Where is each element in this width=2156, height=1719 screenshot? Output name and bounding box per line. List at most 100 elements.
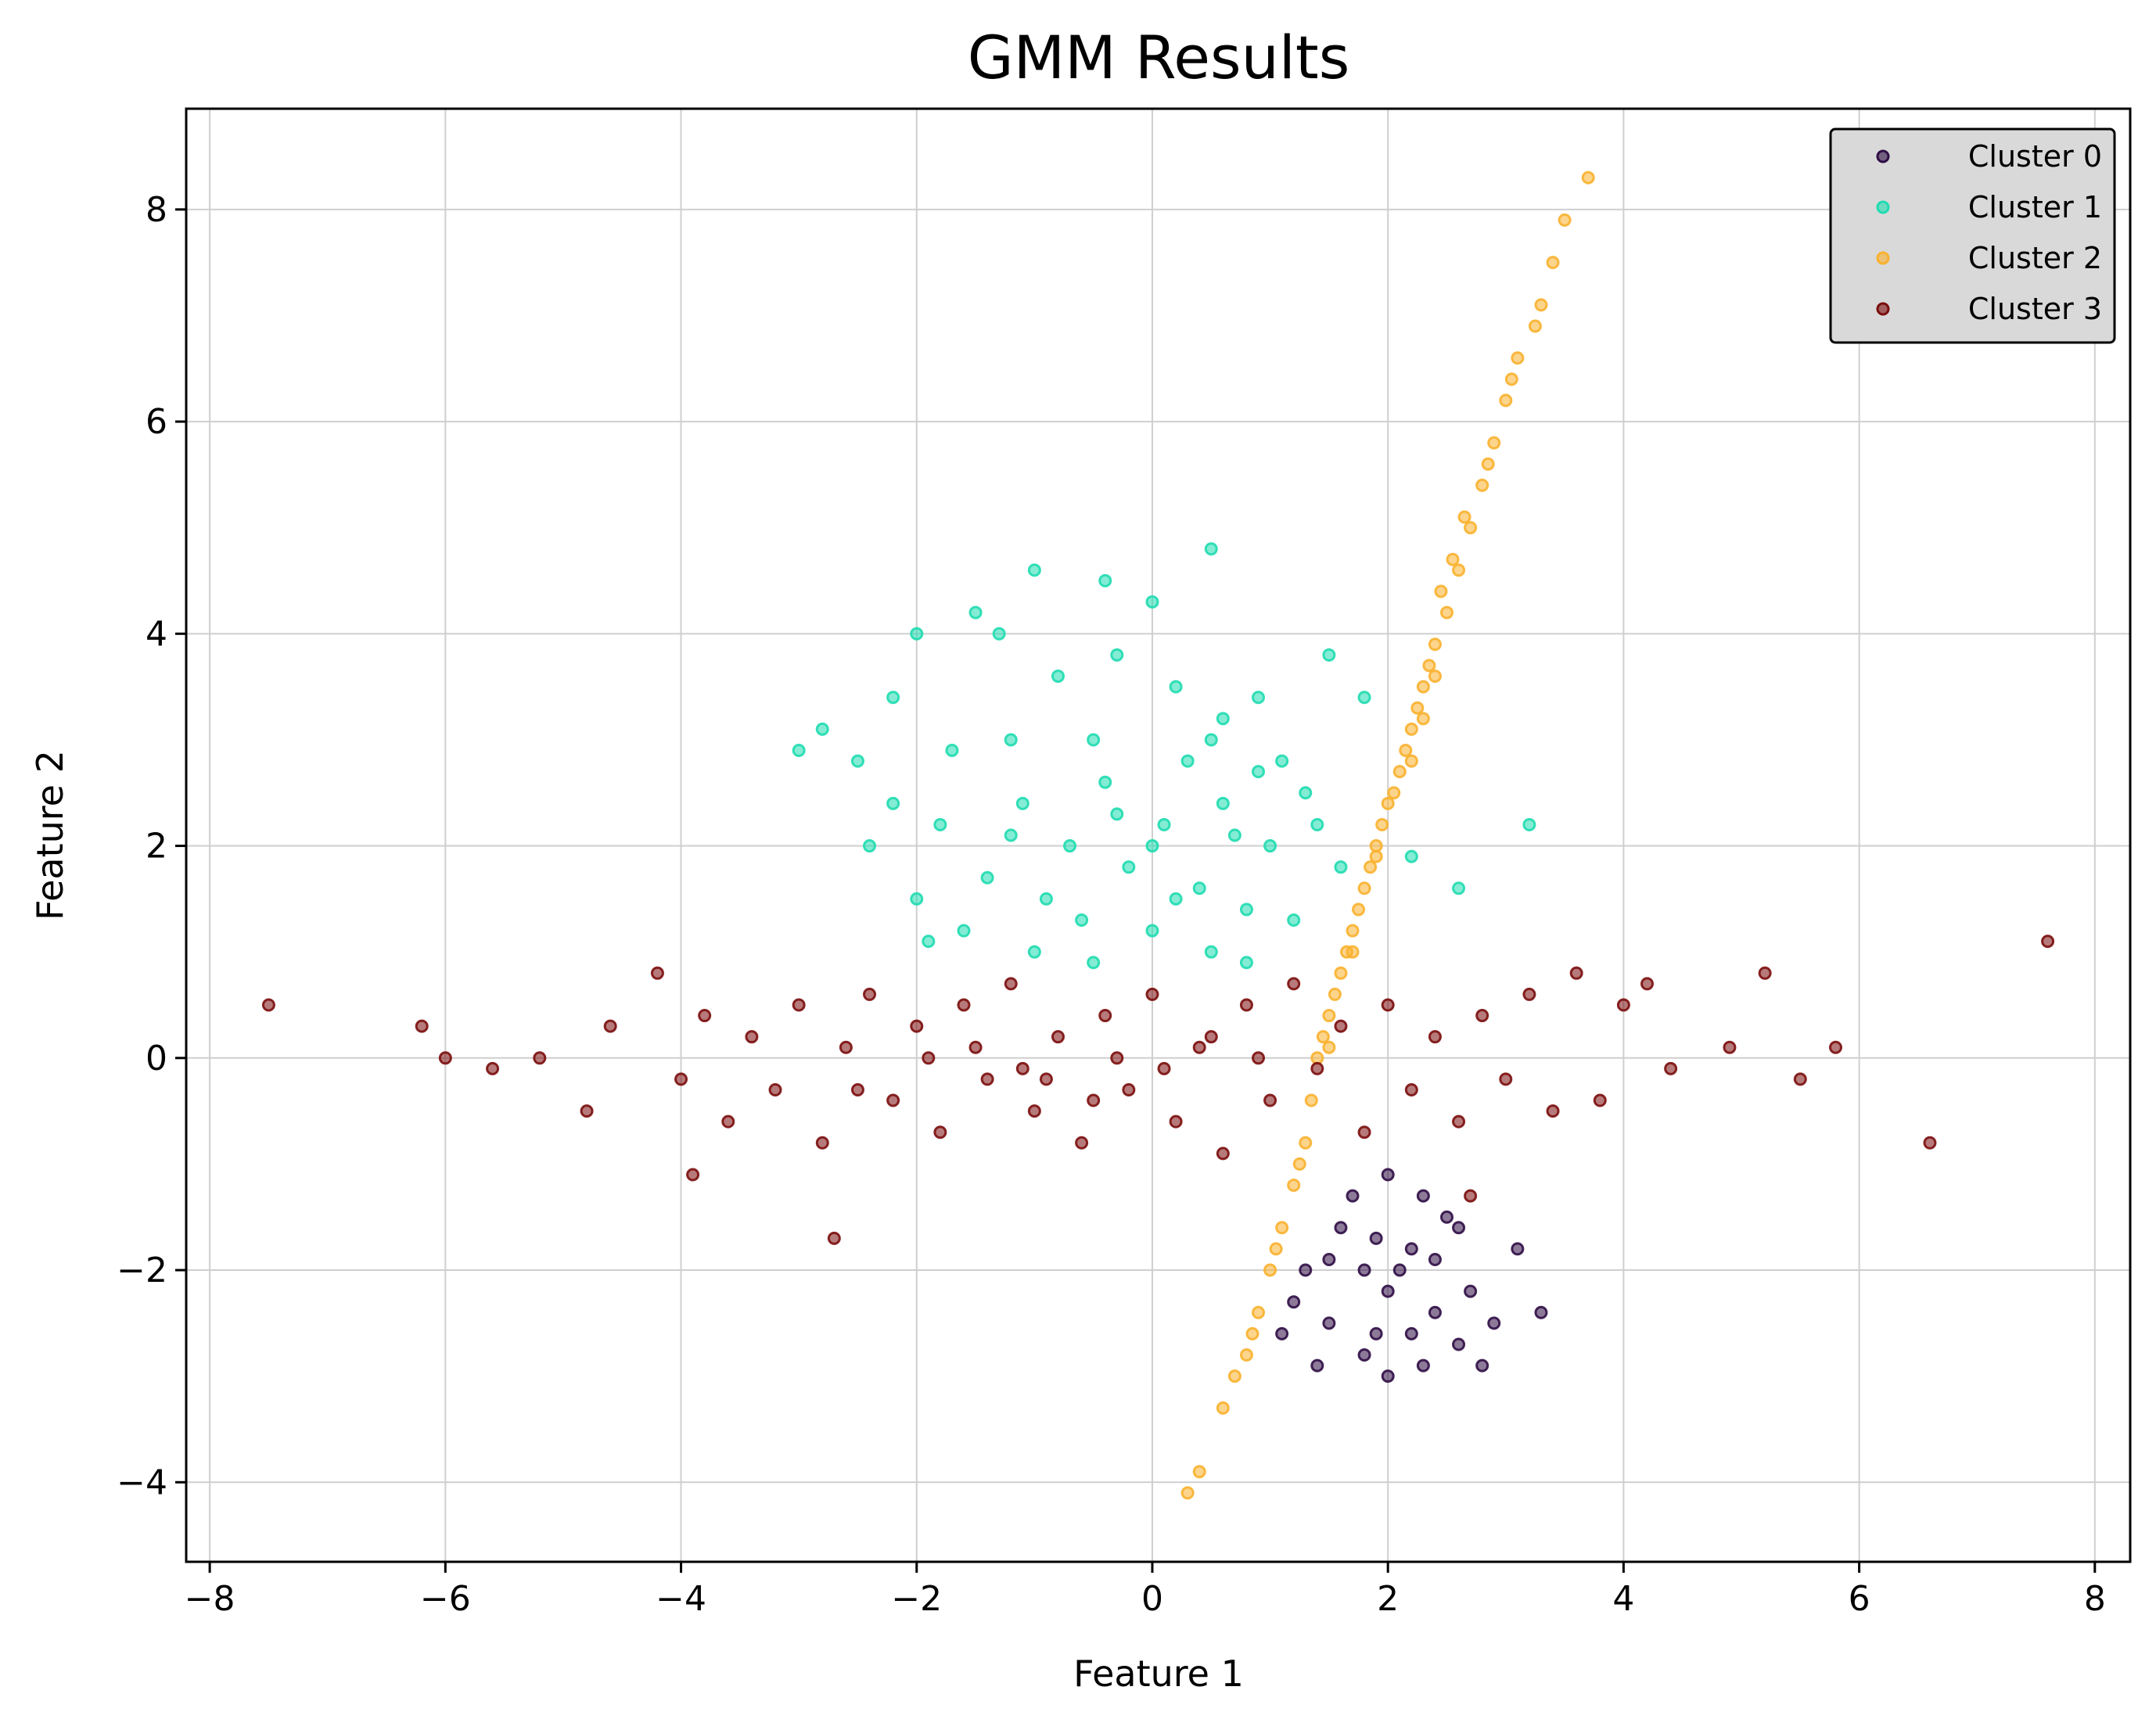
data-point <box>1558 213 1572 227</box>
axis-ticks: −8 −6 −4 −2 0 2 4 6 8 −4 −2 0 2 4 6 8 <box>117 190 2106 1619</box>
data-point <box>1352 903 1366 917</box>
data-point <box>1169 892 1183 906</box>
data-point <box>1239 1348 1253 1362</box>
data-point <box>580 1104 594 1118</box>
data-point <box>1357 881 1371 895</box>
data-point <box>1169 1114 1183 1129</box>
data-point <box>910 892 924 906</box>
data-point <box>1452 563 1466 577</box>
data-point <box>792 998 806 1012</box>
data-point <box>1287 1295 1301 1309</box>
data-point <box>992 626 1006 641</box>
data-point <box>1269 1242 1283 1256</box>
x-tick-label: −6 <box>420 1579 471 1619</box>
data-point <box>1322 1009 1336 1023</box>
data-point <box>1287 913 1301 927</box>
data-point <box>1263 1093 1277 1107</box>
data-point <box>1322 1252 1336 1266</box>
data-point <box>1310 1061 1324 1075</box>
data-point <box>1375 817 1389 831</box>
data-point <box>1334 1221 1348 1235</box>
data-point <box>650 966 664 980</box>
chart-title: GMM Results <box>968 23 1350 92</box>
data-point <box>1216 1401 1230 1415</box>
data-point <box>1015 1061 1029 1075</box>
y-tick-label: 4 <box>146 614 167 654</box>
data-point <box>261 998 275 1012</box>
data-point <box>933 817 947 831</box>
data-point <box>792 744 806 758</box>
data-point <box>1087 733 1101 747</box>
data-point <box>1439 605 1454 619</box>
data-point <box>850 754 864 768</box>
data-point <box>886 1093 900 1107</box>
data-point <box>1546 256 1560 270</box>
data-point <box>1499 393 1513 407</box>
data-point <box>1310 1358 1324 1373</box>
data-point <box>1381 1369 1395 1383</box>
data-point <box>768 1082 782 1096</box>
data-point <box>1475 478 1489 492</box>
data-point <box>1334 1019 1348 1033</box>
data-point <box>957 998 971 1012</box>
data-point <box>1110 1051 1124 1065</box>
data-point <box>1004 733 1018 747</box>
data-point <box>674 1072 688 1086</box>
data-point <box>1204 733 1218 747</box>
data-point <box>1511 351 1525 365</box>
data-point <box>2041 935 2055 949</box>
data-point <box>1452 881 1466 895</box>
data-point <box>1098 775 1112 789</box>
data-point <box>1227 828 1241 842</box>
data-point <box>1387 786 1401 800</box>
y-tick-label: 0 <box>146 1039 167 1078</box>
data-point <box>1027 1104 1041 1118</box>
data-point <box>1039 892 1053 906</box>
data-point <box>1381 998 1395 1012</box>
data-point <box>1522 987 1536 1001</box>
data-point <box>945 744 959 758</box>
data-point <box>1487 436 1501 450</box>
data-point <box>1239 903 1253 917</box>
data-point <box>1216 712 1230 726</box>
data-point <box>1464 521 1478 535</box>
data-point <box>1404 722 1418 736</box>
data-point <box>1392 765 1407 779</box>
data-point <box>1416 1189 1430 1203</box>
data-point <box>603 1019 617 1033</box>
y-axis-label: Feature 2 <box>29 750 71 921</box>
data-point <box>1452 1337 1466 1351</box>
x-tick-label: 2 <box>1377 1579 1399 1619</box>
x-tick-label: −4 <box>656 1579 706 1619</box>
data-point <box>1428 1305 1442 1319</box>
data-point <box>1346 1189 1360 1203</box>
data-point <box>1793 1072 1807 1086</box>
data-point <box>886 796 900 810</box>
data-point <box>1110 807 1124 821</box>
data-point <box>1310 817 1324 831</box>
data-points <box>261 170 2055 1500</box>
data-point <box>1404 849 1418 863</box>
data-point <box>1157 817 1171 831</box>
data-point <box>1392 1263 1407 1277</box>
data-point <box>1381 796 1395 810</box>
data-point <box>1275 1221 1289 1235</box>
data-point <box>1475 1009 1489 1023</box>
data-point <box>1216 1147 1230 1161</box>
data-point <box>1322 1316 1336 1330</box>
data-point <box>1322 1040 1336 1054</box>
data-point <box>1299 786 1313 800</box>
x-axis-label: Feature 1 <box>1073 1653 1244 1695</box>
data-point <box>1087 1093 1101 1107</box>
data-point <box>922 935 936 949</box>
data-point <box>1434 584 1448 598</box>
data-point <box>827 1231 841 1245</box>
data-point <box>1428 1252 1442 1266</box>
data-point <box>1292 1157 1306 1171</box>
y-tick-label: −4 <box>117 1462 167 1502</box>
data-point <box>1051 669 1065 684</box>
data-point <box>1364 860 1378 874</box>
data-point <box>1346 924 1360 938</box>
data-point <box>1640 977 1655 991</box>
